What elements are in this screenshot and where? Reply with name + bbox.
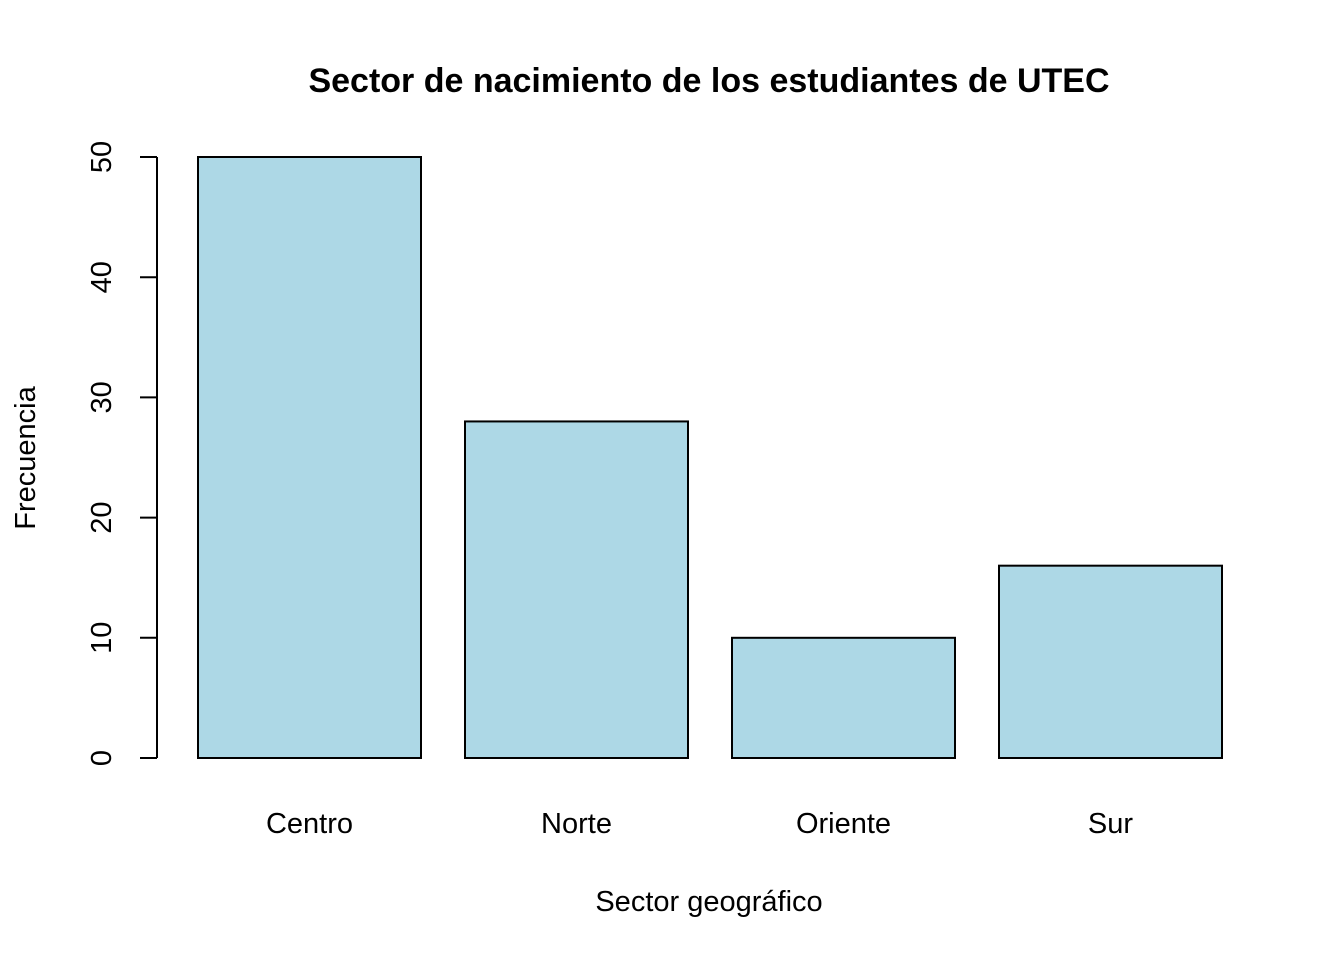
x-axis-label: Sector geográfico: [595, 886, 822, 918]
y-tick-label-40: 40: [86, 261, 118, 293]
y-tick-label-0: 0: [86, 750, 118, 766]
bar-centro: [197, 156, 422, 759]
chart-title: Sector de nacimiento de los estudiantes …: [308, 62, 1109, 100]
y-axis-label: Frecuencia: [10, 385, 42, 529]
bar-norte: [464, 420, 689, 759]
bars-group: [197, 156, 1223, 759]
y-tick-label-30: 30: [86, 381, 118, 413]
x-category-label-centro: Centro: [266, 808, 353, 840]
bar-sur: [998, 564, 1223, 759]
y-tick-label-50: 50: [86, 141, 118, 173]
x-axis-labels: Centro Norte Oriente Sur: [266, 808, 1133, 840]
x-category-label-oriente: Oriente: [796, 808, 891, 840]
bar-oriente: [731, 636, 956, 759]
y-axis: 0 10 20 30 40 50: [86, 141, 158, 766]
y-tick-label-20: 20: [86, 501, 118, 533]
y-tick-label-10: 10: [86, 622, 118, 654]
x-category-label-sur: Sur: [1088, 808, 1133, 840]
x-category-label-norte: Norte: [541, 808, 612, 840]
